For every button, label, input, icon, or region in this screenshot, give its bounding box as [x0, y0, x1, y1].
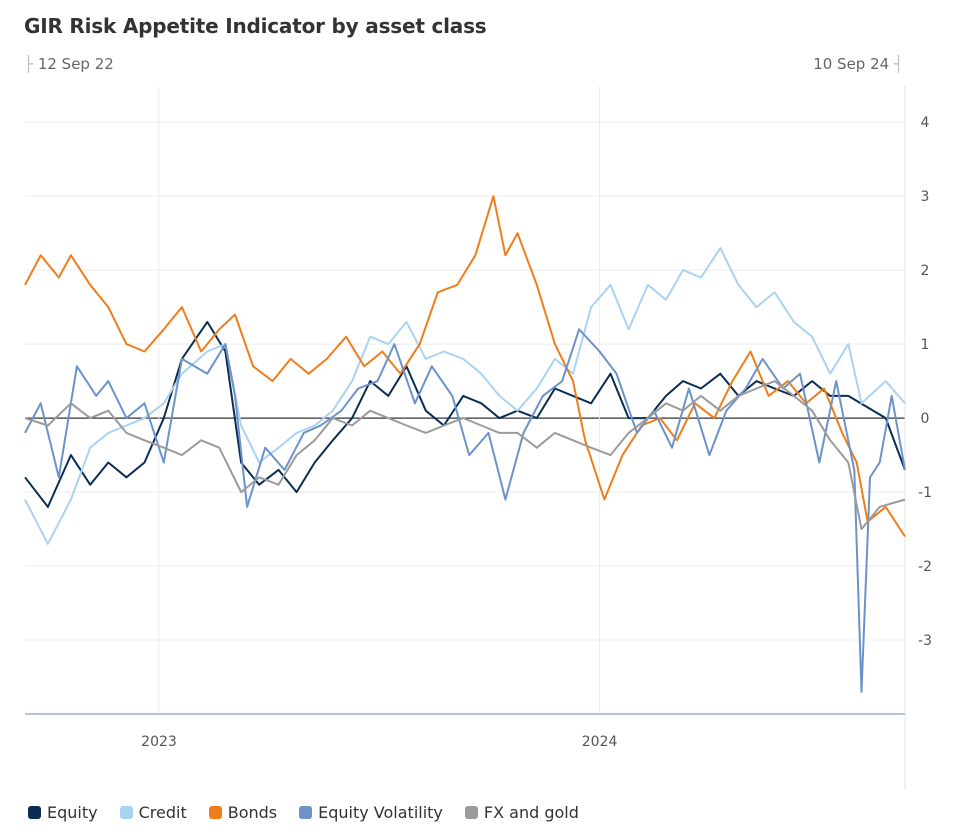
series-line-bonds	[24, 195, 906, 538]
legend-swatch	[299, 806, 313, 819]
legend-swatch	[464, 806, 478, 819]
legend-item: Credit	[119, 803, 187, 822]
range-end-label: 10 Sep 24 ┤	[813, 55, 903, 73]
legend-item: FX and gold	[464, 803, 579, 822]
legend-swatch	[28, 806, 41, 819]
y-tick-label: -1	[918, 485, 932, 501]
range-start-marker: ├	[24, 55, 38, 73]
y-tick-label: 4	[921, 115, 930, 131]
y-tick-label: 1	[921, 337, 930, 353]
legend-label: Equity Volatility	[318, 803, 443, 822]
y-tick-label: -3	[918, 633, 932, 649]
legend-label: FX and gold	[483, 803, 579, 822]
y-tick-label: 2	[921, 263, 930, 279]
y-tick-label: 0	[921, 411, 930, 427]
y-tick-label: -2	[918, 559, 932, 575]
chart-title: GIR Risk Appetite Indicator by asset cla…	[24, 14, 487, 38]
range-start-label: ├ 12 Sep 22	[24, 55, 114, 73]
range-end-marker: ┤	[889, 55, 903, 73]
series-line-equity	[24, 320, 906, 508]
legend-item: Bonds	[208, 803, 278, 822]
legend-item: Equity	[28, 803, 98, 822]
y-tick-label: 3	[921, 189, 930, 205]
chart-legend: Equity Credit Bonds Equity Volatility FX and…	[28, 803, 579, 822]
x-tick-label: 2023	[141, 734, 177, 750]
series-line-equity-volatility	[24, 328, 906, 693]
legend-label: Credit	[138, 803, 187, 822]
legend-swatch	[119, 806, 133, 819]
range-end-text: 10 Sep 24	[813, 55, 890, 73]
legend-swatch	[208, 806, 222, 819]
legend-label: Bonds	[227, 803, 278, 822]
legend-label: Equity	[47, 803, 98, 822]
legend-item: Equity Volatility	[299, 803, 443, 822]
range-start-text: 12 Sep 22	[37, 55, 114, 73]
x-tick-label: 2024	[582, 734, 618, 750]
series-line-fx-and-gold	[24, 380, 906, 531]
